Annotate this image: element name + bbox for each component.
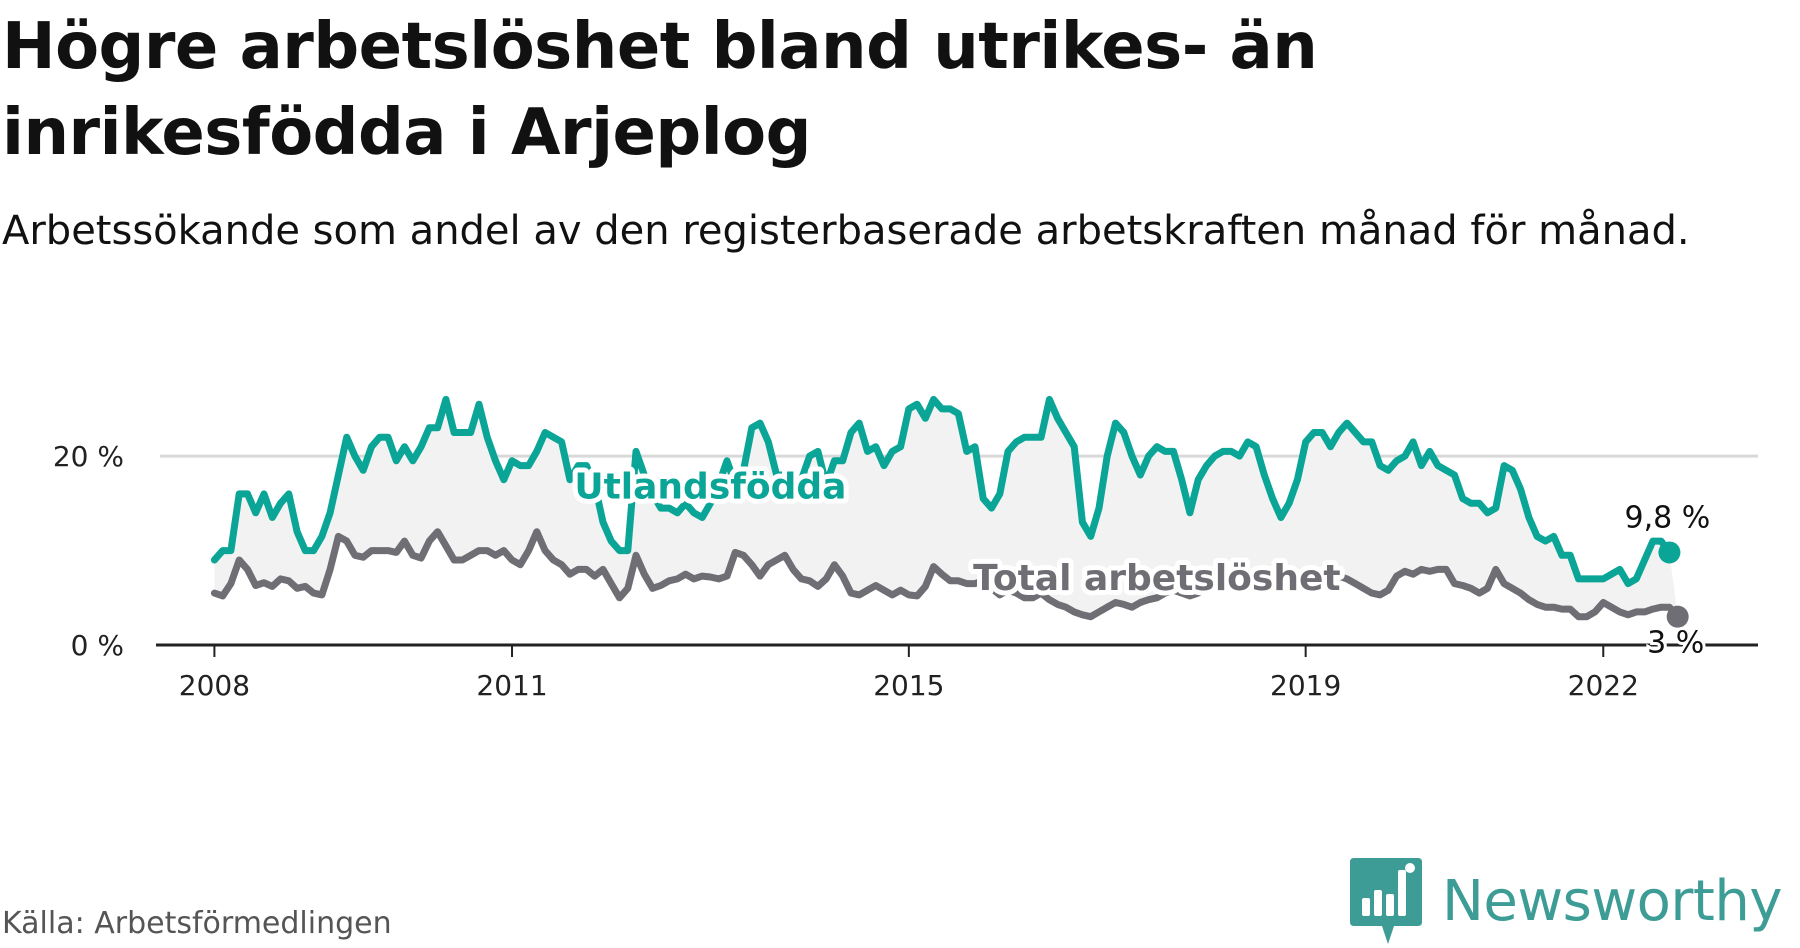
end-value-label: 3 % bbox=[1647, 626, 1704, 661]
end-marker bbox=[1666, 605, 1689, 628]
line-chart: 0 % 20 % 2008 2011 2015 2019 2022 Utlandsfödda… bbox=[53, 395, 1758, 700]
x-tick-label: 2015 bbox=[873, 669, 944, 700]
x-tick-label: 2019 bbox=[1270, 669, 1341, 700]
end-value-label: 9,8 % bbox=[1625, 500, 1711, 535]
series-label: Utlandsfödda bbox=[574, 467, 846, 508]
series-labels: Utlandsfödda Total arbetslöshet bbox=[569, 462, 1345, 605]
newsworthy-logo-icon bbox=[1350, 858, 1422, 944]
chart-subtitle: Arbetssökande som andel av den registerb… bbox=[2, 208, 1690, 254]
series-label: Total arbetslöshet bbox=[973, 558, 1341, 599]
x-tick-label: 2011 bbox=[476, 669, 547, 700]
x-axis: 0 % 20 % 2008 2011 2015 2019 2022 bbox=[53, 440, 1758, 700]
end-marker bbox=[1658, 541, 1681, 564]
brand-name: Newsworthy bbox=[1442, 868, 1783, 934]
y-tick-label: 20 % bbox=[53, 440, 124, 473]
y-tick-label: 0 % bbox=[71, 629, 124, 662]
chart-title: Högre arbetslöshet bland utrikes- än inr… bbox=[2, 10, 1318, 170]
source-note: Källa: Arbetsförmedlingen bbox=[2, 906, 392, 941]
series-line-utlandsfodda bbox=[210, 395, 1673, 588]
end-markers: 9,8 % 3 % bbox=[1622, 497, 1714, 663]
x-tick-label: 2008 bbox=[179, 669, 250, 700]
series-line-total-arbetsloshet bbox=[210, 528, 1682, 621]
band-fill-between-series bbox=[214, 399, 1678, 617]
brand-logo: Newsworthy bbox=[1348, 856, 1783, 946]
x-tick-label: 2022 bbox=[1568, 669, 1639, 700]
